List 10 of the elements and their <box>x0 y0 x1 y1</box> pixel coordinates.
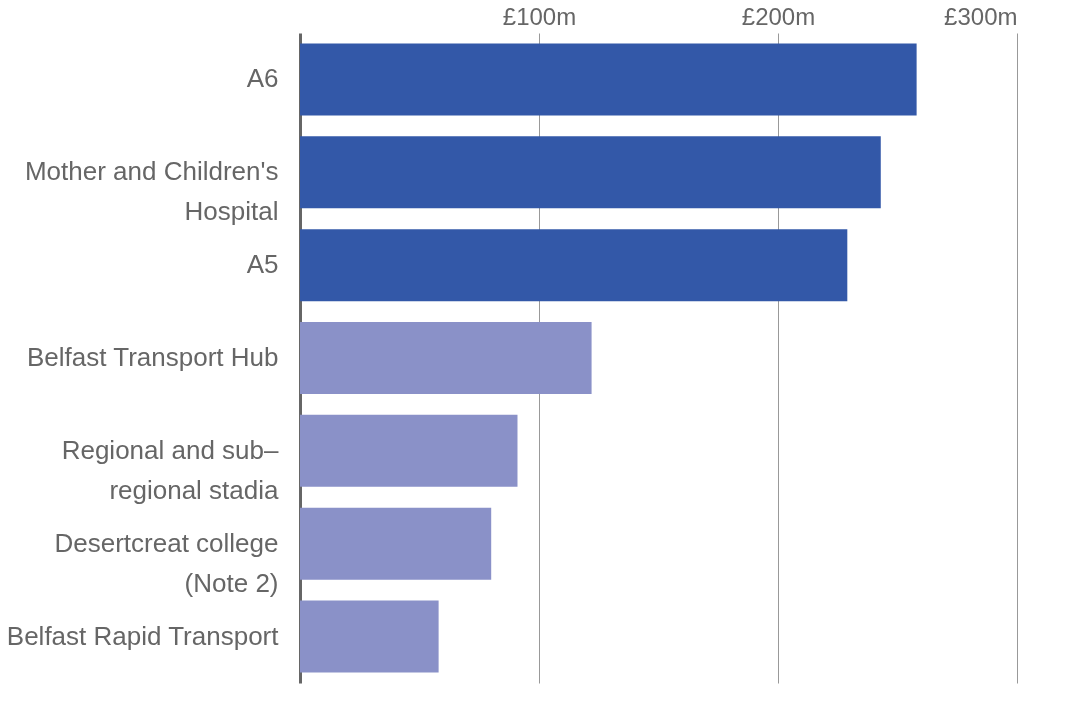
y-tick-label: Belfast Transport Hub <box>27 342 279 372</box>
x-tick-label: £300m <box>944 2 1018 30</box>
y-tick-label: A6 <box>246 63 279 94</box>
y-tick-label: Regional and sub–regional stadia <box>61 434 280 505</box>
x-tick-label: £100m <box>502 2 577 30</box>
y-tick-label: Desertcreat college (Note 2) <box>54 527 279 598</box>
x-tick-label: £200m <box>741 2 816 30</box>
y-tick-label: A5 <box>246 249 279 280</box>
y-tick-label: Belfast Rapid Transport <box>6 620 280 651</box>
y-tick-label: Mother and Children's Hospital <box>24 156 279 227</box>
